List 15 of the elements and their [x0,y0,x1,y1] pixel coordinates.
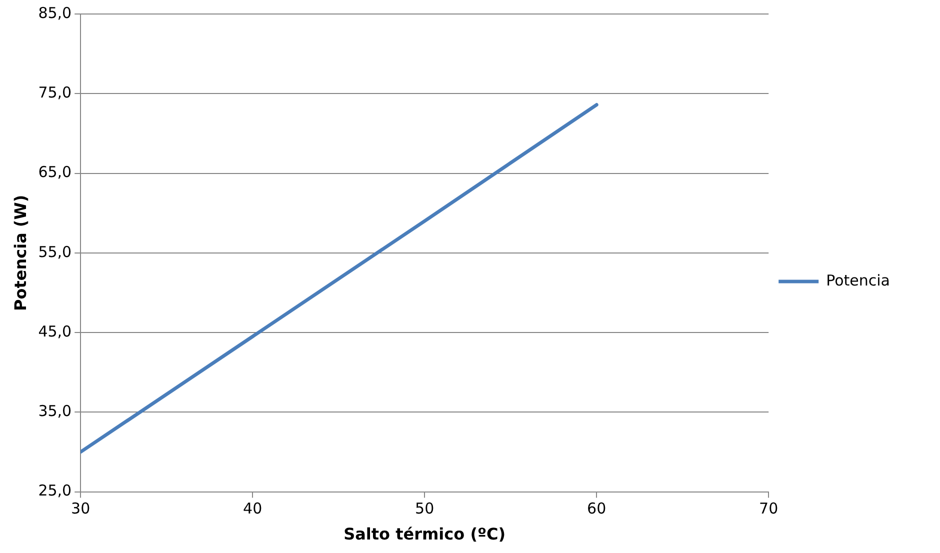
y-tick-label: 65,0 [38,163,72,182]
x-tick-label: 70 [759,500,778,518]
y-tick-label: 55,0 [38,242,72,261]
y-tick-label: 75,0 [38,84,72,102]
y-tick-label: 45,0 [38,322,72,340]
x-tick-label: 50 [415,500,434,518]
x-tick-label: 40 [243,500,262,518]
y-tick-label: 25,0 [38,482,72,500]
x-axis-title: Salto térmico (ºC) [344,524,506,544]
y-tick-label: 85,0 [38,4,72,22]
x-tick-label: 30 [71,500,90,518]
x-tick-label: 60 [587,500,606,518]
y-axis-title: Potencia (W) [10,194,30,312]
legend-label: Potencia [826,271,890,290]
y-tick-label: 35,0 [38,402,72,420]
